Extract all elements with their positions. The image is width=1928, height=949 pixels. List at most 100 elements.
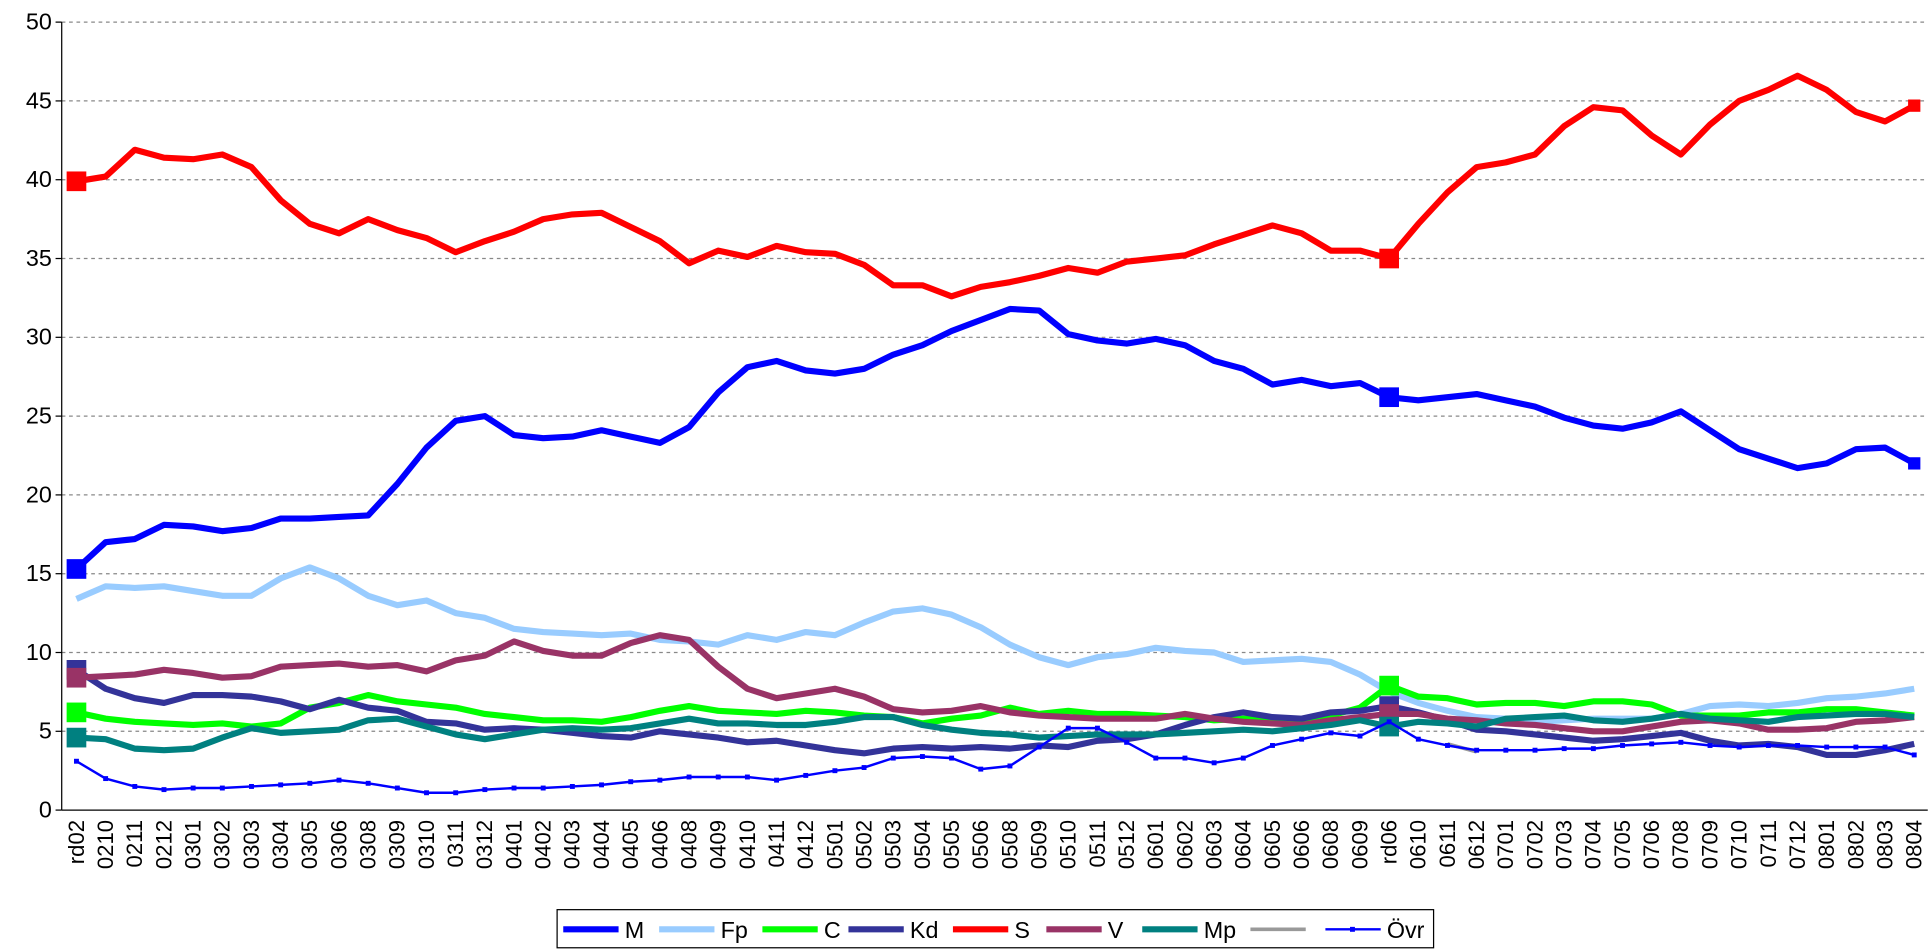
point-marker: [1532, 747, 1538, 753]
point-marker: [482, 787, 488, 793]
x-tick-label: 0408: [676, 820, 701, 869]
x-tick-label: 0404: [589, 820, 614, 869]
point-marker: [978, 766, 984, 772]
x-tick-label: 0803: [1872, 820, 1897, 869]
poll-marker: [66, 667, 87, 688]
x-tick-label: 0704: [1581, 820, 1606, 869]
y-tick-label: 40: [26, 166, 52, 192]
point-marker: [1590, 746, 1596, 752]
x-tick-label: 0402: [531, 820, 556, 869]
point-marker: [1503, 747, 1509, 753]
legend-label: M: [625, 917, 644, 943]
x-tick-label: 0406: [647, 820, 672, 869]
point-marker: [599, 782, 604, 788]
point-marker: [1765, 743, 1771, 748]
point-marker: [861, 765, 867, 771]
point-marker: [919, 754, 925, 759]
point-marker: [103, 776, 109, 782]
point-marker: [1357, 733, 1363, 739]
point-marker: [628, 779, 634, 785]
x-tick-label: 0309: [385, 820, 410, 869]
point-marker: [569, 783, 575, 789]
series-line: [74, 305, 1916, 572]
point-marker: [1240, 755, 1246, 761]
point-marker: [540, 785, 546, 791]
x-tick-label: 0303: [239, 820, 264, 869]
x-tick-label: 0403: [560, 820, 585, 869]
x-tick-label: 0706: [1639, 820, 1664, 869]
poll-marker: [1908, 99, 1921, 112]
poll-marker: [1379, 675, 1399, 696]
point-marker: [890, 755, 896, 761]
y-tick-label: 5: [39, 718, 52, 744]
x-tick-label: 0210: [93, 820, 118, 869]
y-tick-label: 15: [26, 560, 52, 586]
x-tick-label: 0711: [1756, 820, 1781, 868]
x-tick-label: 0311: [443, 820, 468, 868]
x-tick-label: 0503: [881, 820, 906, 869]
x-tick-label: 0508: [997, 820, 1022, 869]
point-marker: [1182, 755, 1188, 761]
point-marker: [1094, 725, 1100, 731]
poll-marker: [66, 702, 87, 723]
poll-marker: [1379, 248, 1399, 269]
point-marker: [424, 790, 429, 796]
point-marker: [686, 774, 692, 780]
x-tick-label: 0703: [1552, 820, 1577, 869]
poll-marker: [66, 727, 87, 748]
point-marker: [1270, 743, 1275, 748]
point-marker: [715, 774, 721, 780]
x-tick-label: 0609: [1347, 820, 1372, 869]
point-marker: [949, 755, 955, 761]
x-tick-label: 0701: [1493, 820, 1518, 869]
x-tick-label: 0301: [181, 820, 206, 869]
y-tick-label: 25: [26, 402, 52, 428]
x-tick-label: 0511: [1085, 820, 1110, 868]
poll-marker: [66, 559, 87, 579]
point-marker: [1736, 744, 1742, 750]
x-tick-label: 0502: [851, 820, 876, 869]
x-tick-label: 0712: [1785, 820, 1810, 869]
series-line: [76, 632, 1915, 735]
x-tick-label: 0702: [1522, 820, 1547, 869]
point-marker: [1153, 755, 1159, 761]
point-marker: [365, 780, 371, 786]
legend-label: Fp: [721, 917, 748, 943]
point-marker: [1824, 744, 1830, 750]
x-tick-label: 0606: [1289, 820, 1314, 869]
point-marker: [1911, 752, 1917, 758]
x-tick-label: 0804: [1902, 820, 1927, 869]
x-tick-label: 0801: [1814, 820, 1839, 869]
x-tick-label: 0401: [501, 820, 526, 869]
x-tick-label: 0802: [1843, 820, 1868, 869]
poll-marker: [1908, 457, 1921, 470]
x-tick-label: 0410: [735, 820, 760, 869]
x-tick-label: 0212: [151, 820, 176, 869]
series-line: [75, 72, 1916, 300]
point-marker: [1415, 736, 1421, 742]
y-tick-label: 30: [26, 324, 52, 350]
y-tick-label: 10: [26, 639, 52, 665]
point-marker: [1007, 763, 1013, 769]
legend-label: Kd: [910, 917, 939, 943]
x-tick-label: 0610: [1406, 820, 1431, 869]
legend-swatch-marker: [1349, 926, 1355, 932]
point-marker: [394, 785, 400, 791]
series-line: [74, 667, 1915, 759]
point-marker: [1445, 743, 1450, 748]
x-tick-label: 0504: [910, 820, 935, 869]
point-marker: [307, 780, 313, 786]
x-tick-label: 0608: [1318, 820, 1343, 869]
x-tick-label: 0308: [356, 820, 381, 869]
x-tick-label: 0601: [1143, 820, 1168, 869]
point-marker: [1678, 739, 1684, 745]
point-marker: [774, 777, 780, 783]
point-marker: [249, 783, 254, 789]
point-marker: [336, 777, 342, 783]
point-marker: [1328, 730, 1334, 736]
x-tick-label: 0305: [297, 820, 322, 869]
legend-label: Mp: [1204, 917, 1236, 943]
x-tick-label: 0306: [326, 820, 351, 869]
x-tick-label: 0405: [618, 820, 643, 869]
